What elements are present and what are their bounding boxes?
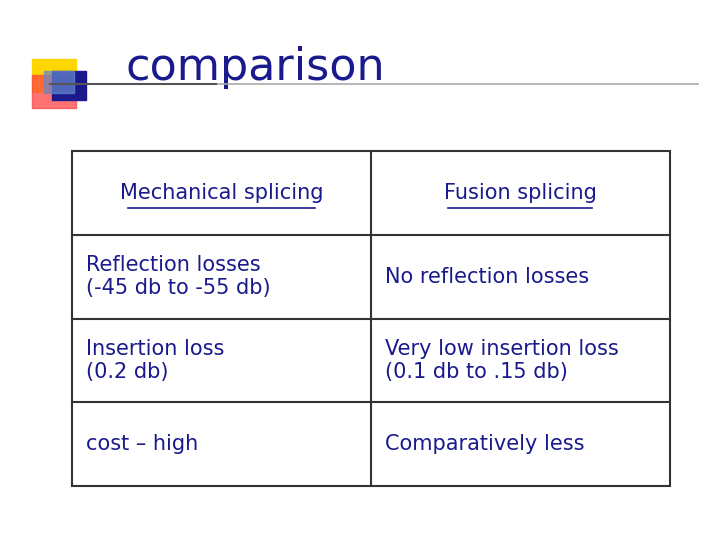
FancyBboxPatch shape (32, 59, 76, 92)
Text: Insertion loss
(0.2 db): Insertion loss (0.2 db) (86, 339, 225, 382)
Text: comparison: comparison (126, 46, 386, 89)
Text: cost – high: cost – high (86, 434, 199, 454)
FancyBboxPatch shape (45, 71, 74, 93)
Text: Very low insertion loss
(0.1 db to .15 db): Very low insertion loss (0.1 db to .15 d… (385, 339, 619, 382)
Text: Fusion splicing: Fusion splicing (444, 183, 597, 203)
Text: Reflection losses
(-45 db to -55 db): Reflection losses (-45 db to -55 db) (86, 255, 271, 299)
Text: Mechanical splicing: Mechanical splicing (120, 183, 323, 203)
Text: Comparatively less: Comparatively less (385, 434, 585, 454)
Text: No reflection losses: No reflection losses (385, 267, 590, 287)
FancyBboxPatch shape (32, 75, 76, 108)
FancyBboxPatch shape (52, 71, 86, 100)
